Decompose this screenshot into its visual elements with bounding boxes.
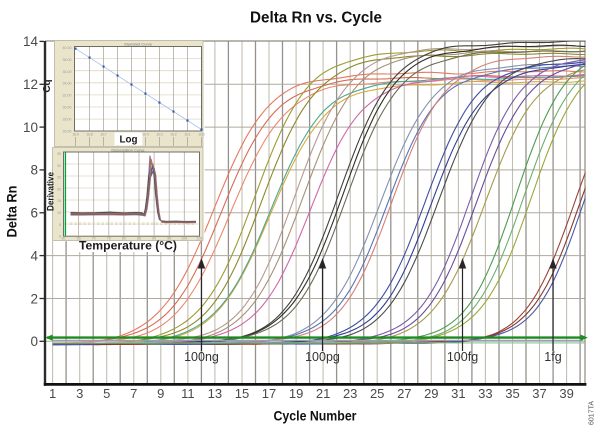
svg-text:95: 95 bbox=[167, 236, 171, 240]
svg-text:100fg: 100fg bbox=[447, 350, 478, 364]
svg-text:5: 5 bbox=[103, 386, 110, 401]
svg-text:34.00: 34.00 bbox=[63, 82, 72, 86]
svg-text:12: 12 bbox=[23, 77, 38, 92]
svg-text:1E3: 1E3 bbox=[156, 132, 162, 136]
svg-text:90: 90 bbox=[152, 236, 156, 240]
svg-text:37: 37 bbox=[532, 386, 546, 401]
svg-text:85: 85 bbox=[137, 236, 141, 240]
svg-text:Delta Rn vs. Cycle: Delta Rn vs. Cycle bbox=[250, 10, 382, 27]
svg-text:35: 35 bbox=[57, 152, 61, 156]
svg-text:80: 80 bbox=[122, 236, 126, 240]
svg-text:Dissociation Curve: Dissociation Curve bbox=[111, 148, 145, 153]
svg-text:10: 10 bbox=[57, 211, 61, 215]
svg-text:1E8: 1E8 bbox=[86, 132, 92, 136]
svg-text:25: 25 bbox=[57, 176, 61, 180]
svg-text:31: 31 bbox=[451, 386, 465, 401]
svg-text:70: 70 bbox=[92, 236, 96, 240]
svg-text:14: 14 bbox=[23, 34, 39, 49]
svg-text:Standard Curve: Standard Curve bbox=[124, 42, 153, 47]
svg-text:1fg: 1fg bbox=[544, 350, 561, 364]
svg-text:2: 2 bbox=[30, 291, 38, 306]
svg-text:Delta Rn: Delta Rn bbox=[4, 186, 20, 238]
svg-text:9: 9 bbox=[157, 386, 164, 401]
svg-text:19: 19 bbox=[289, 386, 303, 401]
svg-text:100pg: 100pg bbox=[305, 350, 340, 364]
svg-text:1: 1 bbox=[49, 386, 56, 401]
svg-text:1E7: 1E7 bbox=[100, 132, 106, 136]
svg-text:0: 0 bbox=[30, 334, 38, 349]
svg-text:15: 15 bbox=[235, 386, 249, 401]
svg-text:30.00: 30.00 bbox=[63, 106, 72, 110]
svg-text:32.00: 32.00 bbox=[63, 94, 72, 98]
svg-text:3: 3 bbox=[76, 386, 83, 401]
svg-text:11: 11 bbox=[181, 386, 195, 401]
svg-text:13: 13 bbox=[208, 386, 222, 401]
svg-text:33: 33 bbox=[478, 386, 492, 401]
svg-text:1E4: 1E4 bbox=[142, 132, 148, 136]
svg-text:36.00: 36.00 bbox=[63, 70, 72, 74]
svg-text:39: 39 bbox=[559, 386, 573, 401]
svg-text:1E9: 1E9 bbox=[72, 132, 78, 136]
svg-text:15: 15 bbox=[57, 199, 61, 203]
svg-text:28.00: 28.00 bbox=[63, 117, 72, 121]
svg-text:1E0: 1E0 bbox=[198, 132, 204, 136]
svg-text:Log: Log bbox=[120, 134, 138, 146]
svg-text:30: 30 bbox=[57, 164, 61, 168]
svg-text:25: 25 bbox=[370, 386, 384, 401]
svg-text:60: 60 bbox=[62, 236, 66, 240]
svg-text:105: 105 bbox=[196, 236, 202, 240]
svg-text:Temperature (°C): Temperature (°C) bbox=[79, 241, 177, 253]
svg-text:Cycle Number: Cycle Number bbox=[274, 408, 357, 424]
svg-text:21: 21 bbox=[316, 386, 330, 401]
svg-text:5: 5 bbox=[59, 223, 61, 227]
svg-text:6017TA: 6017TA bbox=[589, 401, 596, 425]
svg-text:6: 6 bbox=[30, 206, 38, 221]
svg-text:10: 10 bbox=[23, 120, 38, 135]
svg-text:100: 100 bbox=[181, 236, 187, 240]
svg-text:65: 65 bbox=[77, 236, 81, 240]
svg-text:20: 20 bbox=[57, 187, 61, 191]
svg-text:Derivative: Derivative bbox=[46, 172, 56, 211]
svg-text:27: 27 bbox=[397, 386, 411, 401]
svg-text:100ng: 100ng bbox=[184, 350, 219, 364]
svg-text:29: 29 bbox=[424, 386, 438, 401]
svg-text:4: 4 bbox=[30, 248, 38, 263]
svg-text:23: 23 bbox=[343, 386, 357, 401]
svg-text:75: 75 bbox=[107, 236, 111, 240]
svg-text:40.00: 40.00 bbox=[63, 46, 72, 50]
svg-text:Cq: Cq bbox=[42, 79, 53, 92]
svg-text:17: 17 bbox=[262, 386, 276, 401]
svg-text:1E1: 1E1 bbox=[184, 132, 190, 136]
svg-text:0: 0 bbox=[59, 235, 61, 239]
svg-text:35: 35 bbox=[505, 386, 519, 401]
svg-text:7: 7 bbox=[130, 386, 137, 401]
svg-text:26.00: 26.00 bbox=[63, 129, 72, 133]
svg-text:38.00: 38.00 bbox=[63, 58, 72, 62]
svg-text:1E2: 1E2 bbox=[170, 132, 176, 136]
svg-text:8: 8 bbox=[30, 163, 38, 178]
